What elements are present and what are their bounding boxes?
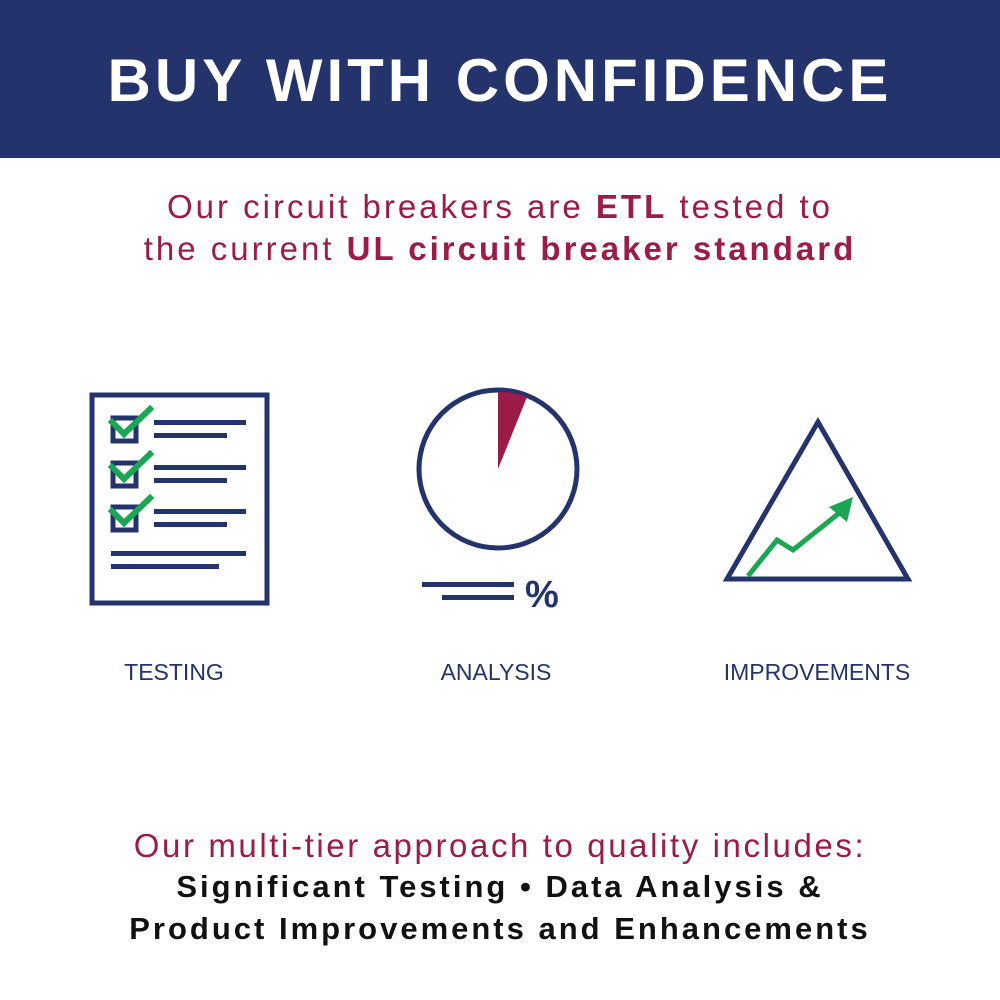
pie-chart-percent-icon: % — [416, 387, 580, 616]
footer-line-1: Significant Testing • Data Analysis & — [176, 869, 824, 904]
mountain-growth-arrow-icon — [722, 416, 913, 582]
feature-label-improvements: IMPROVEMENTS — [723, 659, 911, 685]
intro-text: tested to — [667, 188, 834, 225]
intro-bold-ul: UL circuit breaker standard — [346, 230, 857, 267]
footer-line-2: Product Improvements and Enhancements — [129, 911, 871, 946]
feature-label-analysis: ANALYSIS — [440, 659, 552, 685]
feature-label-testing: TESTING — [124, 659, 224, 685]
header-banner: BUY WITH CONFIDENCE — [0, 0, 1000, 158]
intro-line-1: Our circuit breakers are ETL tested to — [0, 187, 1000, 227]
intro-text: the current — [143, 230, 347, 267]
intro-text: Our circuit breakers are — [166, 188, 596, 225]
page-title: BUY WITH CONFIDENCE — [107, 47, 893, 114]
checklist-icon — [89, 392, 270, 606]
footer-lead: Our multi-tier approach to quality inclu… — [133, 827, 867, 864]
intro-line-2: the current UL circuit breaker standard — [0, 229, 1000, 269]
percent-symbol: % — [525, 574, 559, 616]
intro-bold-etl: ETL — [595, 188, 668, 225]
